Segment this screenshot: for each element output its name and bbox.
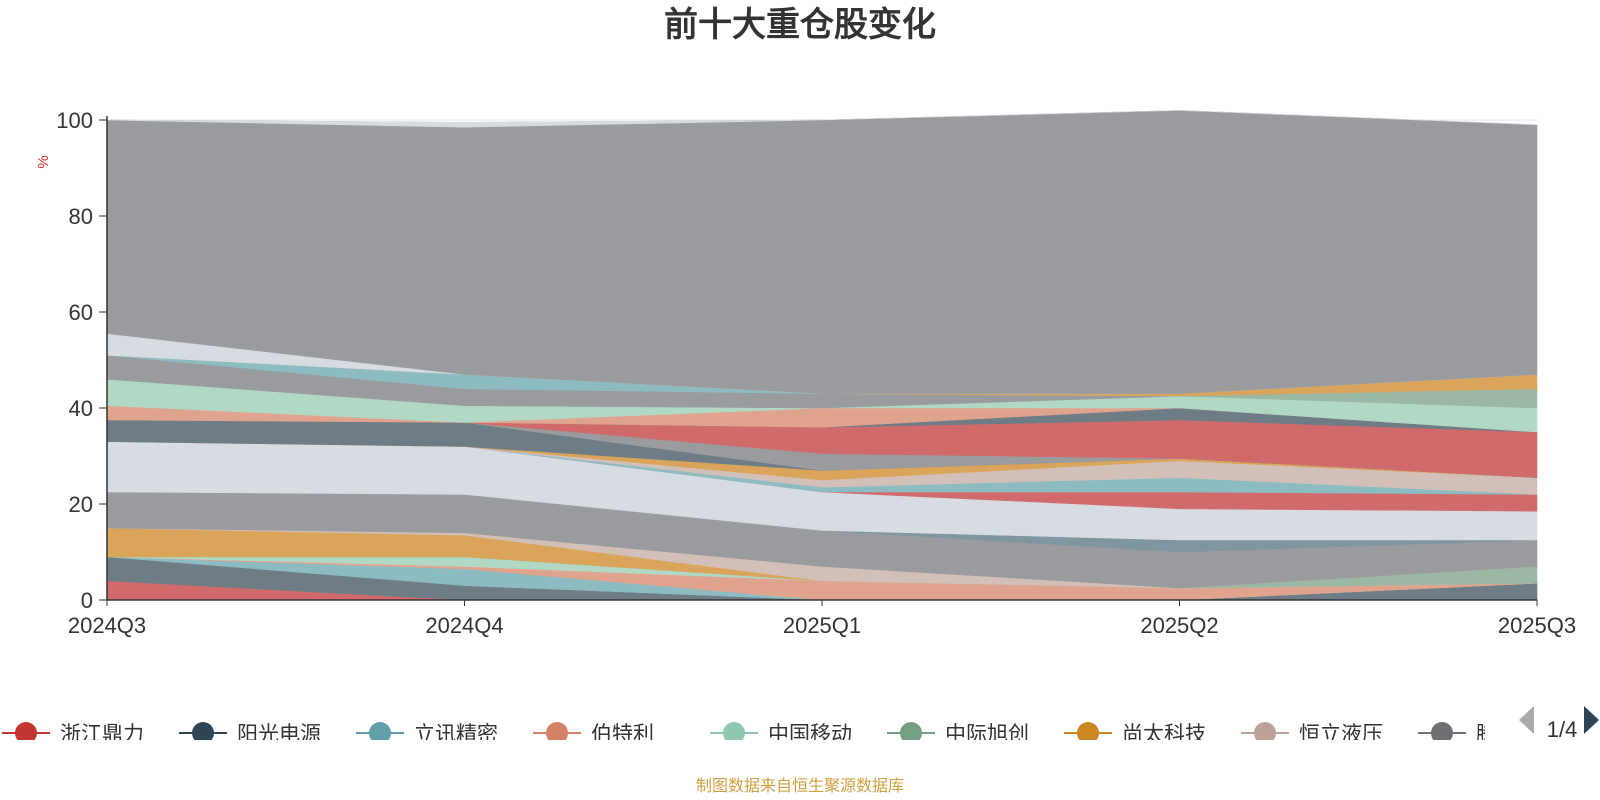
chart-title: 前十大重仓股变化 (664, 5, 936, 45)
y-tick-label: 80 (69, 204, 93, 229)
legend-label: 立讯精密 (414, 722, 498, 746)
legend-item[interactable]: 浙江鼎力 (2, 722, 144, 746)
area-series-28[interactable] (106, 110, 1538, 128)
legend-page-indicator: 1/4 (1547, 717, 1578, 742)
legend-pager: 1/4 (1519, 706, 1599, 742)
x-tick-label: 2025Q1 (783, 613, 861, 638)
legend-label: 腾讯 (1476, 722, 1518, 746)
legend-marker-icon (900, 722, 922, 740)
legend-item[interactable]: 立讯精密 (356, 722, 498, 746)
legend-item[interactable]: 伯特利 (533, 722, 654, 746)
y-axis-unit: % (35, 155, 52, 168)
axes: 0 20 40 60 80 100 2024Q3 2024Q4 2025Q1 2025Q2 2025… (56, 108, 1576, 638)
legend-marker-icon (546, 722, 568, 740)
legend-label: 中国移动 (768, 722, 852, 746)
y-tick-label: 0 (81, 588, 93, 613)
legend-marker-icon (723, 722, 745, 740)
legend-marker-icon (369, 722, 391, 740)
legend-label: 阳光电源 (237, 722, 321, 746)
legend-item[interactable]: 尚太科技 (1064, 722, 1206, 746)
x-tick-label: 2025Q2 (1140, 613, 1218, 638)
legend-prev-page-icon[interactable] (1519, 706, 1534, 734)
legend-label: 浙江鼎力 (60, 722, 144, 746)
legend-label: 恒立液压 (1299, 722, 1383, 746)
legend-marker-icon (1077, 722, 1099, 740)
y-tick-label: 100 (56, 108, 93, 133)
y-tick-label: 40 (69, 396, 93, 421)
x-tick-label: 2024Q4 (425, 613, 503, 638)
y-tick-label: 20 (69, 492, 93, 517)
legend-label: 尚太科技 (1122, 722, 1206, 746)
legend-items: 浙江鼎力 阳光电源 立讯精密 伯特利 中国移动 中际旭创 尚太科技 恒立液压 腾讯 (2, 722, 1518, 746)
legend-item[interactable]: 阳光电源 (179, 722, 321, 746)
legend-item[interactable]: 腾讯 (1418, 722, 1518, 746)
area-series (106, 110, 1538, 601)
data-source-note: 制图数据来自恒生聚源数据库 (696, 776, 904, 795)
legend-marker-icon (15, 722, 37, 740)
legend-marker-icon (1431, 722, 1453, 740)
y-tick-label: 60 (69, 300, 93, 325)
x-tick-label: 2024Q3 (68, 613, 146, 638)
x-tick-label: 2025Q3 (1498, 613, 1576, 638)
area-series-27[interactable] (106, 110, 1538, 394)
legend-marker-icon (1254, 722, 1276, 740)
legend-label: 中际旭创 (945, 722, 1029, 746)
legend-item[interactable]: 中国移动 (710, 722, 852, 746)
legend-item[interactable]: 恒立液压 (1241, 722, 1383, 746)
legend-item[interactable]: 中际旭创 (887, 722, 1029, 746)
legend-next-page-icon[interactable] (1584, 706, 1599, 734)
legend-marker-icon (192, 722, 214, 740)
legend: 浙江鼎力 阳光电源 立讯精密 伯特利 中国移动 中际旭创 尚太科技 恒立液压 腾讯 (2, 722, 1518, 746)
legend-label: 伯特利 (591, 722, 654, 746)
